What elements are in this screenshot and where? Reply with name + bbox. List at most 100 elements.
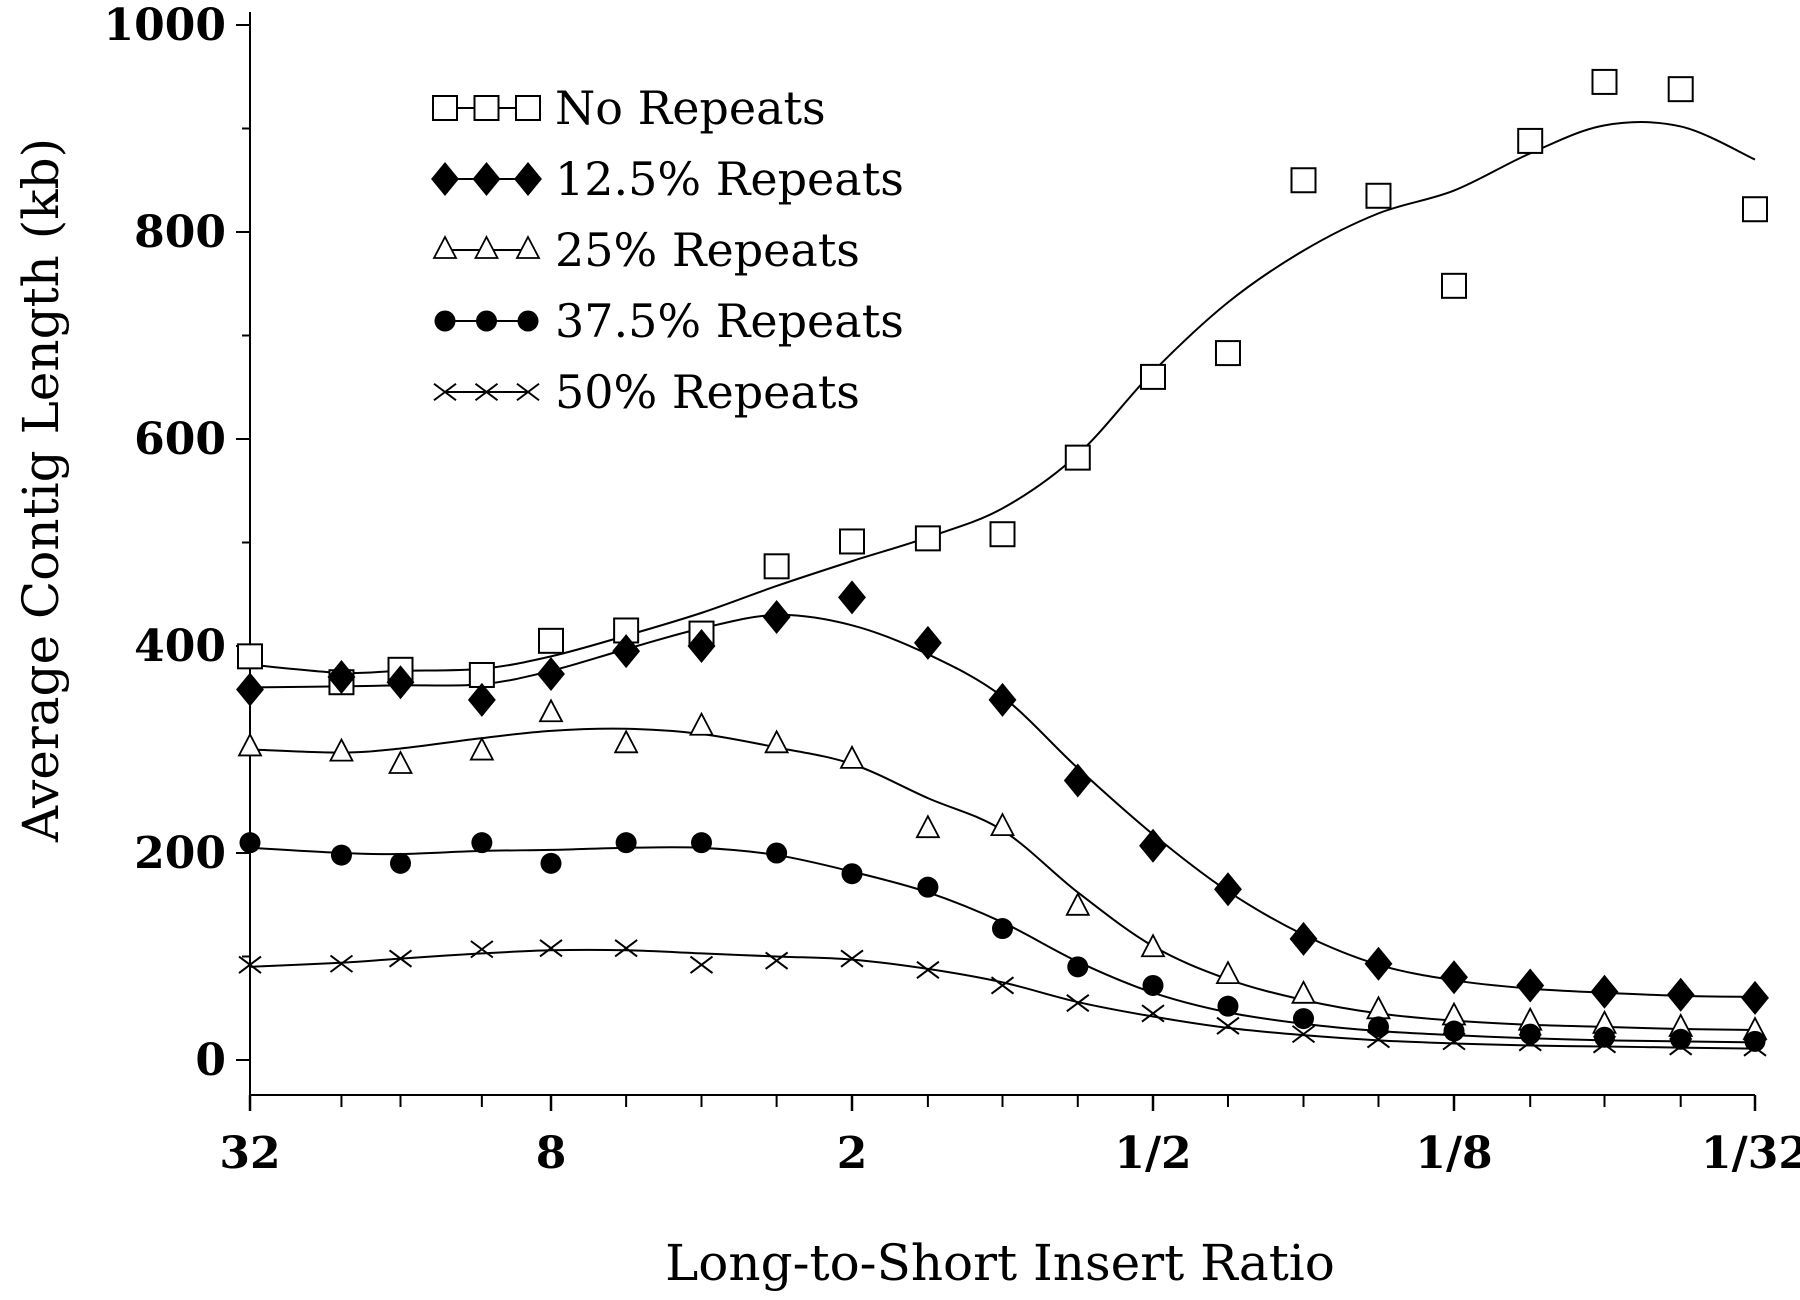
data-point-12-5-repeats (1741, 980, 1769, 1015)
data-point-no-repeats (1140, 363, 1166, 390)
data-point-50-repeats (1216, 1016, 1240, 1035)
legend-marker (514, 162, 542, 196)
data-point-50-repeats (238, 955, 262, 974)
data-point-50-repeats (614, 939, 638, 958)
legend-label: 25% Repeats (555, 223, 860, 277)
x-tick-label: 1/2 (1114, 1128, 1191, 1179)
legend-item-25-repeats: 25% Repeats (432, 223, 860, 277)
data-point-25-repeats (990, 812, 1015, 837)
data-point-no-repeats (839, 528, 865, 555)
data-point-12-5-repeats (762, 600, 791, 635)
data-point-37-5-repeats (1670, 1028, 1692, 1050)
data-point-no-repeats (1591, 68, 1618, 95)
data-point-25-repeats (328, 737, 354, 762)
legend-marker (476, 310, 497, 332)
data-point-37-5-repeats (841, 863, 863, 885)
data-point-25-repeats (1365, 995, 1391, 1020)
data-point-no-repeats (1064, 444, 1091, 471)
data-point-12-5-repeats (236, 672, 264, 707)
data-point-12-5-repeats (386, 665, 415, 700)
data-point-37-5-repeats (1594, 1026, 1615, 1048)
legend-marker (431, 162, 459, 196)
y-tick-label: 800 (134, 207, 226, 258)
data-point-25-repeats (1215, 960, 1241, 985)
data-point-50-repeats (916, 960, 940, 980)
data-point-12-5-repeats (913, 625, 942, 660)
data-point-25-repeats (237, 732, 263, 757)
data-point-12-5-repeats (1516, 968, 1545, 1003)
data-point-50-repeats (689, 955, 714, 974)
y-tick-label: 1000 (104, 0, 226, 51)
data-point-50-repeats (1366, 1030, 1391, 1049)
legend-marker (434, 310, 456, 332)
data-point-37-5-repeats (615, 832, 637, 854)
data-point-37-5-repeats (390, 852, 411, 874)
data-point-25-repeats (764, 729, 790, 754)
legend-marker (432, 95, 458, 121)
legend: No Repeats 12.5% Repeats 25% Repeats 37.5% … (431, 81, 904, 419)
data-point-no-repeats (1517, 127, 1544, 154)
data-point-12-5-repeats (1063, 763, 1092, 798)
data-point-25-repeats (469, 736, 495, 761)
data-point-12-5-repeats (537, 656, 565, 691)
data-point-25-repeats (1065, 891, 1091, 916)
legend-marker (515, 235, 541, 259)
series-no-repeats (237, 68, 1768, 696)
legend-label: 50% Repeats (555, 365, 860, 419)
data-point-no-repeats (1290, 167, 1317, 194)
data-point-25-repeats (915, 814, 941, 839)
series-25-repeats (237, 698, 1768, 1040)
series-50-repeats (238, 939, 1767, 1057)
data-point-12-5-repeats (467, 682, 496, 717)
data-point-no-repeats (1742, 196, 1768, 223)
data-point-no-repeats (914, 525, 941, 552)
legend-item-37-5-repeats: 37.5% Repeats (434, 294, 904, 348)
x-axis-title: Long-to-Short Insert Ratio (665, 1234, 1335, 1292)
data-point-50-repeats (1743, 1038, 1767, 1057)
data-point-25-repeats (1291, 979, 1316, 1004)
trend-curve-no-repeats (249, 121, 1756, 675)
data-point-50-repeats (990, 976, 1015, 995)
data-point-no-repeats (989, 521, 1016, 548)
x-tick-label: 1/32 (1701, 1128, 1800, 1179)
legend-marker (474, 235, 499, 259)
data-point-25-repeats (613, 729, 639, 754)
data-point-12-5-repeats (1139, 828, 1167, 863)
legend-label: 12.5% Repeats (555, 152, 904, 206)
data-point-37-5-repeats (330, 844, 352, 866)
legend-marker (473, 95, 500, 121)
legend-item-no-repeats: No Repeats (432, 81, 826, 135)
data-point-37-5-repeats (917, 876, 939, 898)
data-point-25-repeats (689, 711, 714, 736)
data-point-50-repeats (1141, 1004, 1165, 1023)
data-point-12-5-repeats (1214, 872, 1242, 907)
data-point-50-repeats (470, 940, 494, 959)
data-point-12-5-repeats (1364, 946, 1393, 981)
data-point-12-5-repeats (1440, 960, 1468, 995)
data-point-37-5-repeats (1744, 1030, 1766, 1052)
y-tick-label: 400 (134, 621, 226, 672)
y-tick-label: 200 (134, 828, 226, 879)
data-point-25-repeats (839, 744, 865, 769)
data-point-37-5-repeats (239, 832, 261, 854)
data-point-no-repeats (763, 553, 790, 580)
data-point-37-5-repeats (1142, 974, 1164, 996)
legend-marker (432, 235, 458, 259)
data-point-50-repeats (539, 939, 563, 958)
data-point-50-repeats (1442, 1032, 1466, 1051)
data-point-no-repeats (538, 627, 564, 654)
legend-label: No Repeats (555, 81, 826, 135)
data-point-12-5-repeats (988, 682, 1017, 717)
data-point-12-5-repeats (1289, 921, 1318, 956)
data-point-50-repeats (1518, 1033, 1542, 1052)
legend-marker (516, 382, 540, 402)
legend-marker (515, 95, 541, 121)
legend-item-12-5-repeats: 12.5% Repeats (431, 152, 904, 206)
data-point-37-5-repeats (1217, 995, 1239, 1017)
y-tick-label: 600 (134, 414, 226, 465)
data-point-50-repeats (840, 949, 864, 968)
data-point-37-5-repeats (1367, 1016, 1389, 1038)
data-point-50-repeats (329, 954, 354, 973)
data-point-37-5-repeats (1293, 1008, 1314, 1030)
